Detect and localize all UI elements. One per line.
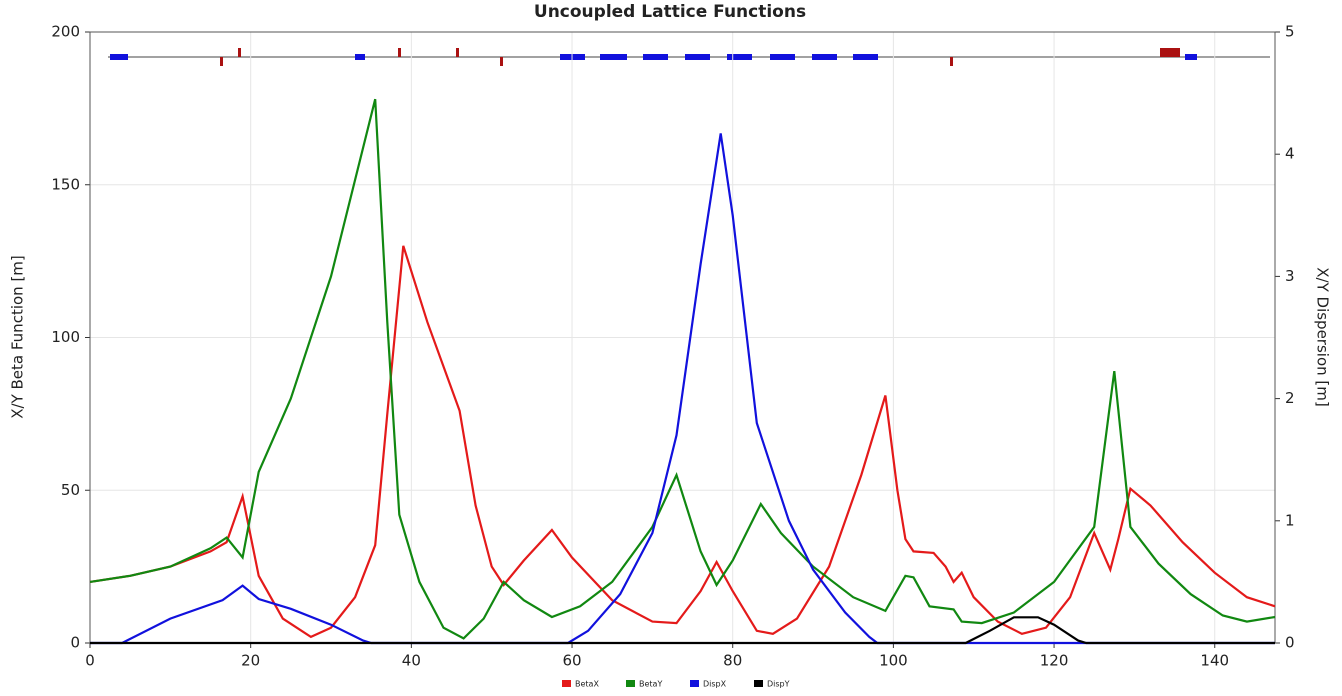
series-line — [90, 133, 1275, 645]
x-tick-label: 20 — [241, 652, 260, 670]
series-line — [89, 245, 1276, 639]
y2-tick-label: 2 — [1285, 389, 1295, 407]
y-axis-label: X/Y Beta Function [m] — [9, 255, 27, 419]
y2-tick-label: 3 — [1285, 267, 1295, 285]
chart-title: Uncoupled Lattice Functions — [534, 2, 806, 22]
x-tick-label: 80 — [723, 652, 742, 670]
x-tick-label: 40 — [402, 652, 421, 670]
legend-label: DispY — [767, 680, 790, 689]
lattice-strip — [108, 48, 1270, 66]
x-tick-label: 120 — [1040, 652, 1069, 670]
y-tick-label: 150 — [51, 175, 80, 193]
legend-swatch — [690, 680, 699, 687]
legend-swatch — [626, 680, 635, 687]
legend-swatch — [562, 680, 571, 687]
y-tick-label: 200 — [51, 23, 80, 41]
y-tick-label: 100 — [51, 328, 80, 346]
legend-label: BetaX — [575, 680, 599, 689]
y2-tick-label: 4 — [1285, 145, 1295, 163]
y2-tick-label: 0 — [1285, 634, 1295, 652]
y2-tick-label: 5 — [1285, 23, 1295, 41]
legend-label: DispX — [703, 680, 727, 689]
y-tick-label: 50 — [61, 481, 80, 499]
legend-swatch — [754, 680, 763, 687]
x-tick-label: 140 — [1200, 652, 1229, 670]
y-tick-label: 0 — [70, 634, 80, 652]
y2-tick-label: 1 — [1285, 511, 1295, 529]
legend-label: BetaY — [639, 680, 662, 689]
x-tick-label: 60 — [562, 652, 581, 670]
series-line — [89, 98, 1276, 640]
x-tick-label: 0 — [85, 652, 95, 670]
x-tick-label: 100 — [879, 652, 908, 670]
y2-axis-label: X/Y Dispersion [m] — [1314, 267, 1332, 406]
series-line — [90, 616, 1275, 645]
